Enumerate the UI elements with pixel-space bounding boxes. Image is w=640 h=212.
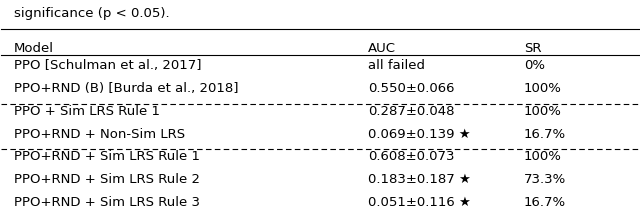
Text: 0.051±0.116 ★: 0.051±0.116 ★ xyxy=(368,196,470,209)
Text: all failed: all failed xyxy=(368,59,425,72)
Text: AUC: AUC xyxy=(368,42,396,55)
Text: PPO+RND + Non-Sim LRS: PPO+RND + Non-Sim LRS xyxy=(14,128,185,141)
Text: 100%: 100% xyxy=(524,105,562,118)
Text: 16.7%: 16.7% xyxy=(524,196,566,209)
Text: PPO+RND + Sim LRS Rule 1: PPO+RND + Sim LRS Rule 1 xyxy=(14,151,200,163)
Text: PPO+RND + Sim LRS Rule 2: PPO+RND + Sim LRS Rule 2 xyxy=(14,173,200,186)
Text: 0.608±0.073: 0.608±0.073 xyxy=(368,151,454,163)
Text: 0.183±0.187 ★: 0.183±0.187 ★ xyxy=(368,173,470,186)
Text: 16.7%: 16.7% xyxy=(524,128,566,141)
Text: 0%: 0% xyxy=(524,59,545,72)
Text: Model: Model xyxy=(14,42,54,55)
Text: 0.550±0.066: 0.550±0.066 xyxy=(368,82,454,95)
Text: PPO + Sim LRS Rule 1: PPO + Sim LRS Rule 1 xyxy=(14,105,160,118)
Text: PPO+RND + Sim LRS Rule 3: PPO+RND + Sim LRS Rule 3 xyxy=(14,196,200,209)
Text: 0.287±0.048: 0.287±0.048 xyxy=(368,105,454,118)
Text: 100%: 100% xyxy=(524,82,562,95)
Text: 0.069±0.139 ★: 0.069±0.139 ★ xyxy=(368,128,470,141)
Text: PPO [Schulman et al., 2017]: PPO [Schulman et al., 2017] xyxy=(14,59,202,72)
Text: 100%: 100% xyxy=(524,151,562,163)
Text: significance (p < 0.05).: significance (p < 0.05). xyxy=(14,7,170,20)
Text: 73.3%: 73.3% xyxy=(524,173,566,186)
Text: SR: SR xyxy=(524,42,541,55)
Text: PPO+RND (B) [Burda et al., 2018]: PPO+RND (B) [Burda et al., 2018] xyxy=(14,82,239,95)
